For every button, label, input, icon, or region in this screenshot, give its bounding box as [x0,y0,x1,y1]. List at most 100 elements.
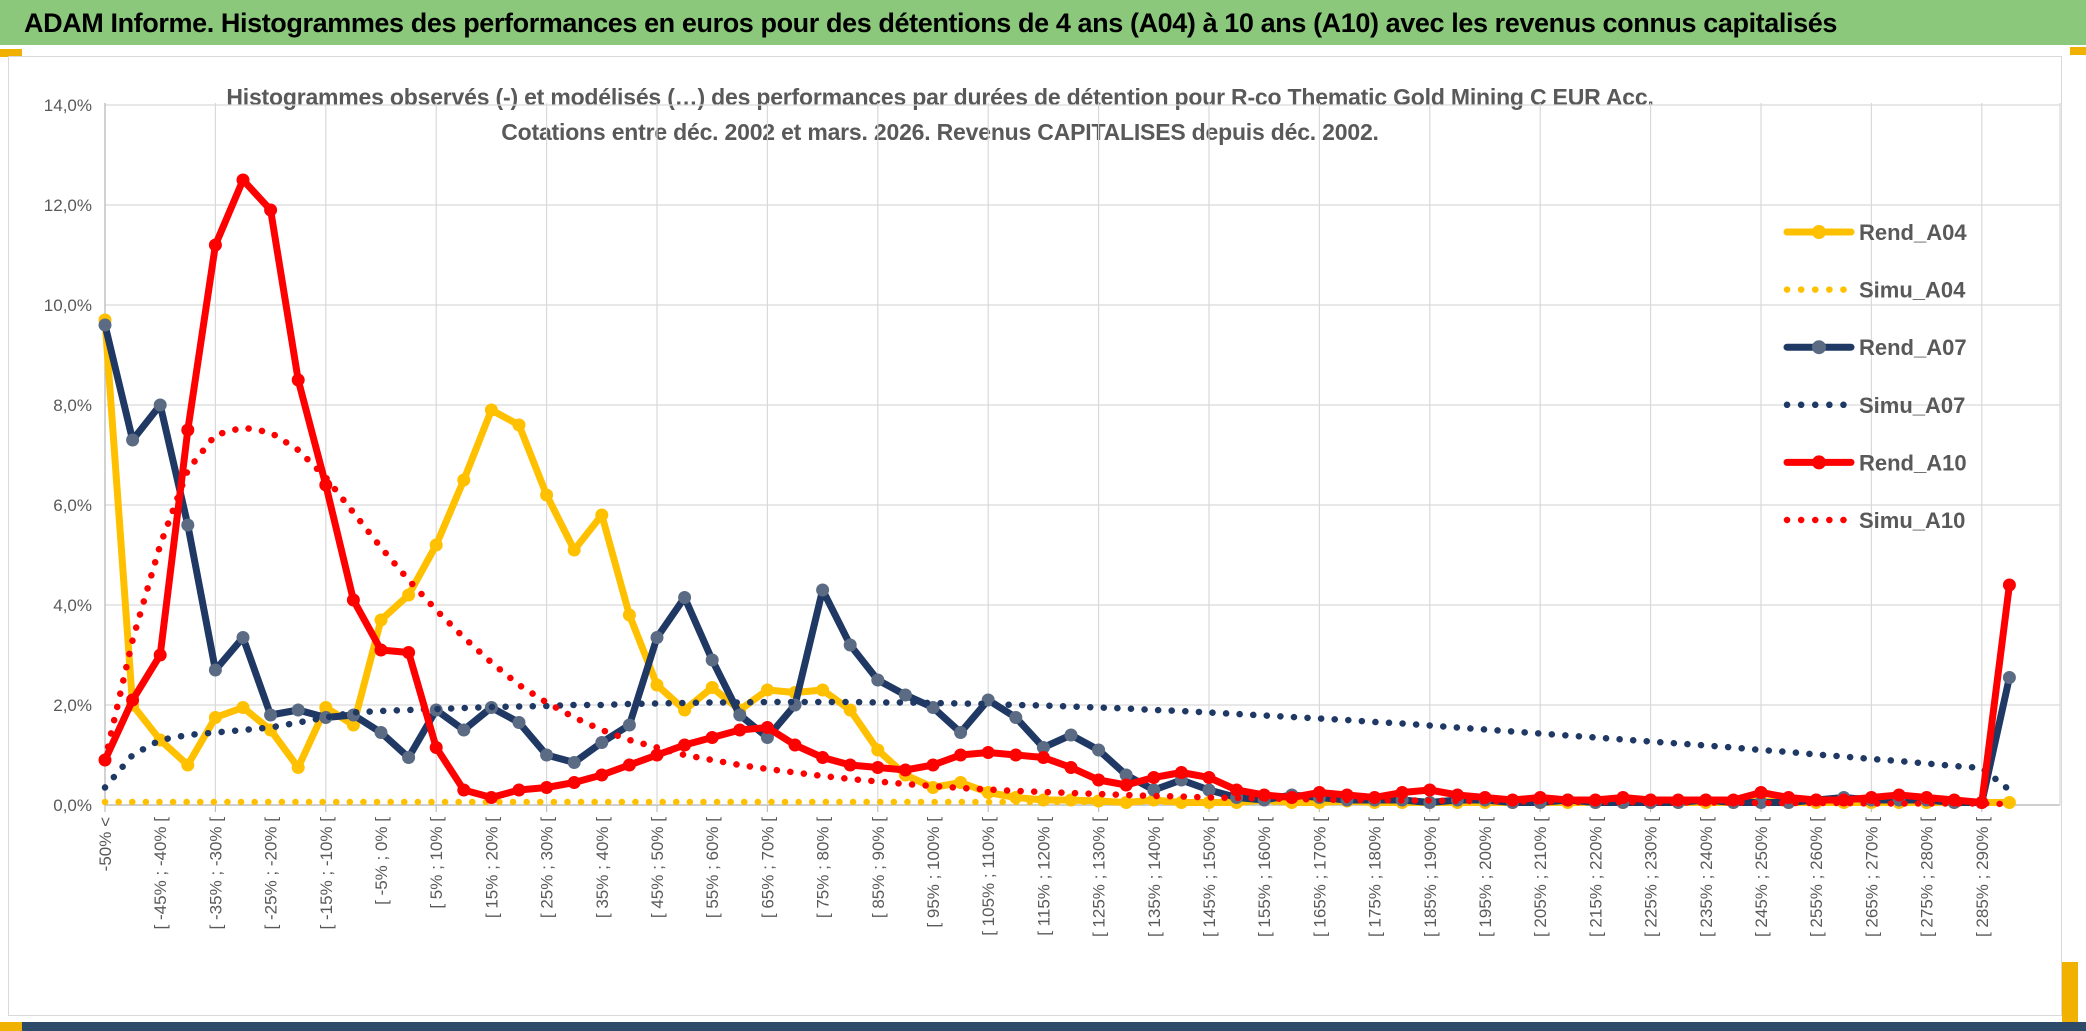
data-point-marker [291,703,305,717]
x-tick-label: [ 25% ; 30% [ [538,817,557,918]
data-point-marker [402,646,416,659]
data-point-marker [1009,711,1023,724]
chart-card[interactable] [8,56,2062,1016]
data-point-marker [2002,671,2016,684]
legend-item-simu_a10: Simu_A10 [1783,508,1965,533]
data-point-marker [760,721,774,734]
legend-item-rend_a04: Rend_A04 [1783,220,1967,245]
data-point-marker [954,726,968,739]
data-point-marker [484,791,498,804]
data-point-marker [705,731,719,744]
sheet-title-text: ADAM Informe. Histogrammes des performan… [24,8,1837,38]
x-tick-label: [ 115% ; 120% [ [1034,817,1053,936]
data-point-marker [540,748,554,762]
legend-marker [1812,340,1826,355]
data-point-marker [181,423,195,437]
gold-accent-right-strip [2062,962,2078,1031]
legend-item-simu_a07: Simu_A07 [1783,393,1965,418]
x-tick-label: [ -5% ; 0% [ [372,817,391,905]
data-point-marker [291,373,305,387]
data-point-marker [1423,783,1437,797]
data-point-marker [1064,761,1078,774]
data-point-marker [484,403,498,417]
x-tick-label: [ 95% ; 100% [ [924,817,943,928]
chart-title-line-2: Cotations entre déc. 2002 et mars. 2026.… [501,119,1379,145]
x-gridlines [104,103,2061,812]
data-point-marker [2002,578,2016,592]
data-point-marker [1230,783,1244,797]
data-point-marker [567,776,581,789]
y-tick-label: 0,0% [53,796,92,815]
data-point-marker [236,701,250,714]
x-tick-label: [ 285% ; 290% [ [1973,817,1992,937]
data-point-marker [981,746,995,759]
data-point-marker [816,583,830,597]
data-point-marker [512,783,526,797]
data-point-marker [760,731,774,744]
series-simu_a07-line [101,698,2013,794]
data-point-marker [126,693,140,707]
data-point-marker [264,203,278,217]
data-point-marker [1174,766,1188,779]
data-point-marker [429,538,443,552]
legend-label: Rend_A07 [1859,335,1967,360]
y-tick-label: 2,0% [53,696,92,715]
data-point-marker [1036,751,1050,764]
data-point-marker [208,238,222,252]
x-tick-label: [ -45% ; -40% [ [151,817,170,930]
x-tick-label: [ -35% ; -30% [ [206,817,225,930]
chart-title-line-1: Histogrammes observés (-) et modélisés (… [226,84,1654,110]
data-point-marker [733,708,747,722]
data-point-marker [374,726,388,739]
legend-item-simu_a04: Simu_A04 [1783,278,1966,303]
data-point-marker [402,588,416,602]
data-point-marker [153,398,167,412]
legend: Rend_A04 Simu_A04 Rend_A07 Simu_A07 Rend_A10… [1783,220,1967,533]
x-tick-label: [ -15% ; -10% [ [317,817,336,930]
x-tick-label: -50% < [96,817,115,871]
data-point-marker [954,748,968,762]
x-tick-label: [ 235% ; 240% [ [1697,817,1716,937]
data-point-marker [1092,773,1106,787]
x-tick-label: [ 215% ; 220% [ [1586,817,1605,937]
x-tick-label: [ -25% ; -20% [ [262,817,281,930]
bottom-sheet-band [22,1022,2086,1031]
x-tick-label: [ 195% ; 200% [ [1476,817,1495,937]
data-point-marker [926,758,940,772]
data-point-marker [1119,768,1133,782]
data-point-marker [678,738,692,752]
data-point-marker [208,711,222,724]
data-point-marker [898,763,912,777]
y-tick-label: 12,0% [44,196,92,215]
x-tick-label: [ 45% ; 50% [ [648,817,667,918]
data-point-marker [981,693,995,707]
data-point-marker [622,718,636,732]
x-tick-label: [ 135% ; 140% [ [1145,817,1164,937]
gold-accent-top-left [0,49,22,57]
data-point-marker [98,318,112,332]
data-point-marker [1312,786,1326,799]
data-point-marker [954,776,968,789]
legend-marker [1812,455,1826,470]
x-tick-label: [ 85% ; 90% [ [869,817,888,918]
data-point-marker [1892,788,1906,802]
data-point-marker [1864,791,1878,804]
legend-label: Rend_A04 [1859,220,1967,245]
data-point-marker [540,781,554,794]
x-tick-label: [ 55% ; 60% [ [703,817,722,918]
series-rend_a07-line [101,321,2013,806]
y-gridlines [105,104,2060,806]
x-axis-labels: -50% < [ -45% ; -40% [ [ -35% ; -30% [ [ -2… [96,817,1992,937]
legend-label: Rend_A10 [1859,450,1967,475]
data-point-marker [705,681,719,694]
data-point-marker [816,751,830,764]
data-point-marker [264,708,278,722]
x-tick-label: [ 245% ; 250% [ [1752,817,1771,937]
data-point-marker [788,738,802,752]
data-point-marker [1009,748,1023,762]
data-point-marker [1340,788,1354,802]
data-point-marker [429,741,443,754]
data-point-marker [1395,786,1409,799]
sheet-title-bar: ADAM Informe. Histogrammes des performan… [0,0,2086,47]
